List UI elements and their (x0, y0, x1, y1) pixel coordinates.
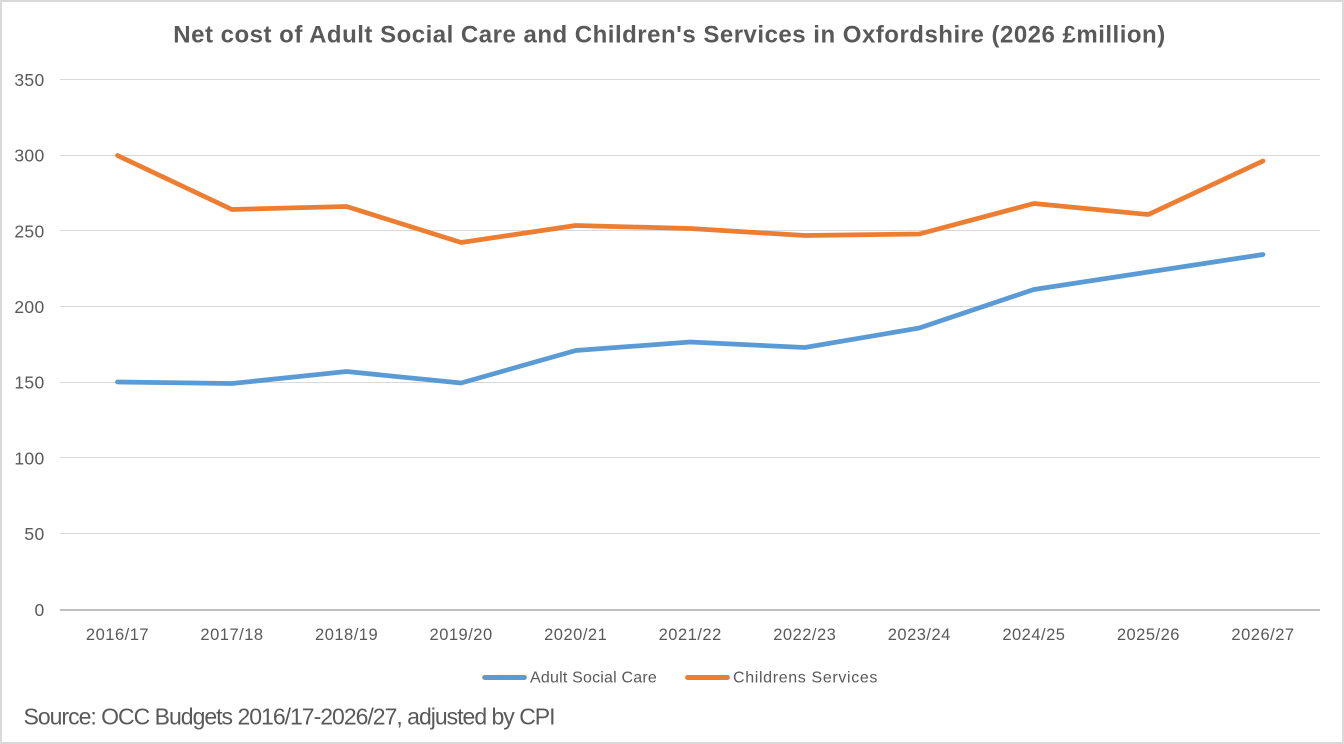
svg-text:250: 250 (14, 221, 44, 241)
svg-text:150: 150 (14, 373, 44, 393)
svg-text:50: 50 (24, 524, 44, 544)
svg-text:Source: OCC Budgets 2016/17-20: Source: OCC Budgets 2016/17-2026/27, adj… (24, 704, 555, 730)
svg-text:2020/21: 2020/21 (544, 626, 607, 644)
svg-text:2026/27: 2026/27 (1231, 626, 1294, 644)
svg-text:200: 200 (14, 297, 44, 317)
svg-text:0: 0 (34, 600, 44, 620)
svg-text:300: 300 (14, 146, 44, 166)
svg-text:100: 100 (14, 448, 44, 468)
svg-text:2016/17: 2016/17 (86, 626, 149, 644)
svg-text:2017/18: 2017/18 (200, 626, 263, 644)
svg-text:Net cost of Adult Social Care: Net cost of Adult Social Care and Childr… (173, 22, 1165, 49)
svg-text:350: 350 (14, 70, 44, 90)
svg-text:2025/26: 2025/26 (1117, 626, 1180, 644)
svg-text:2019/20: 2019/20 (430, 626, 493, 644)
svg-text:2023/24: 2023/24 (888, 626, 951, 644)
svg-text:Adult Social Care: Adult Social Care (530, 669, 657, 686)
svg-text:2018/19: 2018/19 (315, 626, 378, 644)
svg-text:Childrens Services: Childrens Services (733, 669, 878, 686)
svg-text:2022/23: 2022/23 (773, 626, 836, 644)
svg-text:2024/25: 2024/25 (1002, 626, 1065, 644)
svg-text:2021/22: 2021/22 (659, 626, 722, 644)
